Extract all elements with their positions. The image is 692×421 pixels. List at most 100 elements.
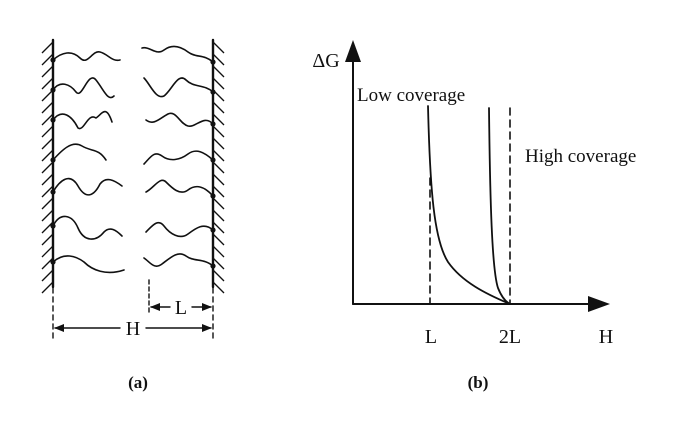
panel-a-caption: (a)	[128, 373, 148, 392]
left-wall-hatch-mark-19	[41, 257, 54, 270]
right-wall-hatch-mark-21	[212, 281, 225, 294]
left-wall-hatch-mark-3	[41, 65, 54, 78]
right-graft-point-7	[210, 263, 216, 269]
left-wall-hatch-mark-10	[41, 149, 54, 162]
left-wall-hatch-mark-20	[41, 269, 54, 282]
left-chain-7	[52, 255, 125, 274]
x-axis-label: H	[599, 326, 613, 348]
right-wall-hatch-mark-1	[212, 41, 225, 54]
left-graft-point-2	[50, 87, 56, 93]
right-wall-hatch-mark-11	[212, 161, 225, 174]
right-wall-hatch-mark-15	[212, 209, 225, 222]
brush-length-dimension: L	[150, 297, 212, 319]
left-wall-hatch-mark-2	[41, 53, 54, 66]
l-arrow-left-head	[150, 303, 160, 311]
low-coverage-label: Low coverage	[357, 85, 465, 106]
right-wall-hatch-mark-3	[212, 65, 225, 78]
left-graft-point-1	[50, 57, 56, 63]
tick-label-2l: 2L	[499, 326, 521, 348]
tick-label-l: L	[425, 326, 437, 348]
left-wall	[41, 38, 55, 294]
right-wall-hatch-mark-16	[212, 221, 225, 234]
right-wall-hatch-mark-2	[212, 53, 225, 66]
right-chain-7	[143, 253, 214, 267]
left-wall-hatch-mark-13	[41, 185, 54, 198]
panel-b: ΔG H L 2L Low coverage High coverage (b)	[312, 40, 636, 392]
left-chain-6	[52, 215, 123, 240]
right-wall-hatch-mark-12	[212, 173, 225, 186]
high-coverage-curve	[488, 107, 511, 305]
low-coverage-curve	[427, 105, 511, 305]
panel-b-caption: (b)	[468, 373, 489, 392]
right-graft-point-5	[210, 193, 216, 199]
left-wall-hatch-mark-9	[41, 137, 54, 150]
right-wall-hatch-mark-20	[212, 269, 225, 282]
right-graft-point-4	[210, 157, 216, 163]
right-chain-6	[145, 221, 214, 238]
right-graft-point-6	[210, 227, 216, 233]
high-coverage-label: High coverage	[525, 146, 636, 167]
wall-spacing-dimension: H	[54, 318, 212, 340]
left-chain-1	[52, 51, 121, 62]
y-axis-arrowhead	[345, 40, 361, 62]
right-wall-hatch-mark-19	[212, 257, 225, 270]
left-wall-hatch-mark-18	[41, 245, 54, 258]
right-wall-hatch-mark-4	[212, 77, 225, 90]
left-wall-hatch-mark-15	[41, 209, 54, 222]
right-wall-hatch-mark-13	[212, 185, 225, 198]
left-graft-point-5	[50, 189, 56, 195]
right-graft-point-1	[210, 59, 216, 65]
h-arrow-right-head	[202, 324, 212, 332]
right-graft-point-3	[210, 121, 216, 127]
left-graft-point-3	[50, 117, 56, 123]
left-wall-hatch-mark-7	[41, 113, 54, 126]
right-chain-1	[141, 45, 214, 63]
left-chain-4	[52, 143, 107, 161]
wall-spacing-label: H	[126, 318, 140, 340]
right-wall-hatch-mark-17	[212, 233, 225, 246]
left-wall-hatch-mark-6	[41, 101, 54, 114]
y-axis-label: ΔG	[312, 50, 339, 72]
right-chain-5	[145, 179, 214, 197]
panel-a: L H (a)	[41, 38, 225, 392]
left-chain-5	[52, 177, 123, 196]
left-wall-hatch-mark-17	[41, 233, 54, 246]
right-wall-hatching	[212, 41, 225, 294]
right-graft-point-2	[210, 89, 216, 95]
right-wall-hatch-mark-14	[212, 197, 225, 210]
right-wall-hatch-mark-9	[212, 137, 225, 150]
left-graft-point-7	[50, 259, 56, 265]
right-brush-chains	[141, 45, 216, 269]
left-chain-2	[52, 77, 115, 99]
left-wall-hatch-mark-16	[41, 221, 54, 234]
left-wall-hatch-mark-21	[41, 281, 54, 294]
right-wall	[211, 38, 225, 294]
right-wall-hatch-mark-6	[212, 101, 225, 114]
right-wall-hatch-mark-7	[212, 113, 225, 126]
right-graft-points	[210, 59, 216, 269]
right-chain-4	[143, 150, 214, 165]
h-arrow-left-head	[54, 324, 64, 332]
left-wall-hatch-mark-1	[41, 41, 54, 54]
l-arrow-right-head	[202, 303, 212, 311]
left-wall-hatch-mark-8	[41, 125, 54, 138]
brush-length-label: L	[175, 297, 187, 319]
left-brush-chains	[50, 51, 125, 274]
left-wall-hatch-mark-12	[41, 173, 54, 186]
right-wall-hatch-mark-18	[212, 245, 225, 258]
left-wall-hatch-mark-11	[41, 161, 54, 174]
right-wall-hatch-mark-10	[212, 149, 225, 162]
left-wall-hatching	[41, 41, 54, 294]
right-chain-3	[145, 112, 214, 127]
right-chain-2	[143, 77, 214, 98]
left-graft-point-4	[50, 157, 56, 163]
right-wall-hatch-mark-8	[212, 125, 225, 138]
left-graft-points	[50, 57, 56, 265]
left-wall-hatch-mark-4	[41, 77, 54, 90]
left-graft-point-6	[50, 223, 56, 229]
left-wall-hatch-mark-14	[41, 197, 54, 210]
x-axis-arrowhead	[588, 296, 610, 312]
left-chain-3	[52, 110, 113, 130]
